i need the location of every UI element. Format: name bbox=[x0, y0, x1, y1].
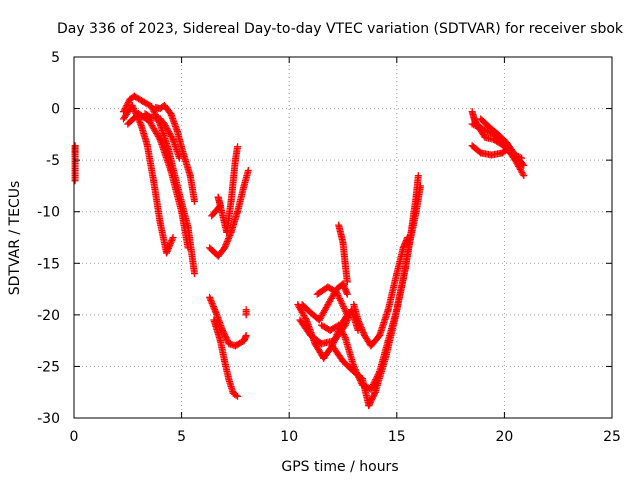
data-point bbox=[336, 324, 344, 332]
data-point bbox=[242, 331, 250, 339]
y-tick-label: -20 bbox=[37, 308, 60, 324]
data-point bbox=[168, 134, 176, 142]
data-point bbox=[313, 290, 321, 298]
data-point bbox=[146, 113, 154, 121]
series-arc-d bbox=[124, 110, 192, 252]
data-point bbox=[136, 118, 144, 126]
data-point bbox=[416, 182, 424, 190]
data-point bbox=[519, 170, 527, 178]
data-point bbox=[124, 100, 132, 108]
series-arc-r bbox=[335, 221, 351, 286]
data-point bbox=[520, 161, 528, 169]
data-point bbox=[129, 103, 137, 111]
series-arc-q bbox=[350, 234, 412, 350]
series-arc-v bbox=[468, 142, 511, 159]
data-point bbox=[335, 321, 343, 329]
data-point bbox=[336, 323, 344, 331]
data-point bbox=[242, 311, 250, 319]
data-point bbox=[336, 296, 344, 304]
x-tick-labels: 0 5 10 15 20 25 bbox=[70, 429, 621, 445]
y-tick-label: 5 bbox=[51, 50, 60, 66]
y-axis-label: SDTVAR / TECUs bbox=[7, 181, 23, 296]
data-point bbox=[147, 103, 155, 111]
series-arc-i bbox=[206, 293, 250, 350]
series-arc-o bbox=[317, 172, 422, 393]
data-point bbox=[339, 329, 347, 337]
data-point bbox=[519, 160, 527, 168]
data-point bbox=[130, 105, 138, 113]
data-point bbox=[335, 293, 343, 301]
data-point bbox=[130, 106, 138, 114]
data-point bbox=[135, 117, 143, 125]
data-point bbox=[340, 330, 348, 338]
x-tick-label: 25 bbox=[603, 429, 621, 445]
data-point bbox=[501, 147, 509, 155]
series-arc-h bbox=[206, 166, 252, 260]
y-tick-label: -25 bbox=[37, 359, 60, 375]
data-point bbox=[191, 197, 199, 205]
data-point bbox=[337, 298, 345, 306]
data-point bbox=[520, 172, 528, 180]
series-arc-a bbox=[71, 142, 79, 185]
series-arc-k bbox=[242, 306, 250, 319]
data-point bbox=[340, 304, 348, 312]
series-arc-u bbox=[477, 115, 528, 169]
data-point bbox=[155, 134, 163, 142]
data-point bbox=[336, 295, 344, 303]
y-tick-label: -30 bbox=[37, 411, 60, 427]
data-point bbox=[414, 172, 422, 180]
data-point bbox=[371, 390, 379, 398]
data-point bbox=[404, 234, 412, 241]
series-arc-n bbox=[298, 280, 351, 324]
series-arc-g bbox=[208, 143, 242, 236]
data-point bbox=[340, 332, 348, 340]
series-arc-e bbox=[141, 110, 183, 162]
data-point bbox=[337, 326, 345, 334]
data-point bbox=[124, 98, 132, 106]
y-tick-label: -5 bbox=[46, 153, 60, 169]
data-point bbox=[128, 101, 136, 109]
axis-ticks bbox=[73, 56, 613, 419]
data-point bbox=[302, 314, 310, 322]
x-axis-label: GPS time / hours bbox=[281, 459, 398, 475]
x-tick-label: 10 bbox=[280, 429, 298, 445]
data-point bbox=[169, 234, 177, 241]
data-point bbox=[339, 301, 347, 309]
series-arc-j bbox=[210, 316, 242, 400]
data-points bbox=[71, 92, 528, 410]
data-point bbox=[244, 166, 252, 174]
data-point bbox=[468, 120, 476, 128]
series-arc-p bbox=[328, 182, 424, 410]
data-point bbox=[471, 122, 479, 130]
x-tick-label: 15 bbox=[388, 429, 406, 445]
data-point bbox=[338, 327, 346, 335]
data-point bbox=[341, 306, 349, 314]
data-point bbox=[343, 278, 351, 286]
x-tick-label: 5 bbox=[177, 429, 186, 445]
data-point bbox=[232, 391, 240, 399]
data-point bbox=[71, 177, 79, 185]
y-tick-labels: 5 0 -5 -10 -15 -20 -25 -30 bbox=[37, 50, 60, 427]
y-tick-label: -15 bbox=[37, 256, 60, 272]
data-point bbox=[503, 146, 511, 154]
data-point bbox=[184, 244, 192, 252]
data-point bbox=[338, 300, 346, 308]
data-point bbox=[234, 392, 242, 400]
data-point bbox=[339, 303, 347, 311]
chart-title: Day 336 of 2023, Sidereal Day-to-day VTE… bbox=[57, 21, 624, 37]
series-arc-f bbox=[152, 101, 199, 205]
plot-frame bbox=[73, 56, 613, 419]
x-tick-label: 20 bbox=[495, 429, 513, 445]
y-tick-label: -10 bbox=[37, 205, 60, 221]
data-point bbox=[315, 289, 323, 297]
data-point bbox=[343, 290, 351, 298]
x-tick-label: 0 bbox=[70, 429, 79, 445]
data-point bbox=[150, 107, 158, 115]
data-point bbox=[234, 143, 242, 151]
y-tick-label: 0 bbox=[51, 102, 60, 118]
data-point bbox=[470, 121, 478, 129]
data-point bbox=[191, 270, 199, 278]
